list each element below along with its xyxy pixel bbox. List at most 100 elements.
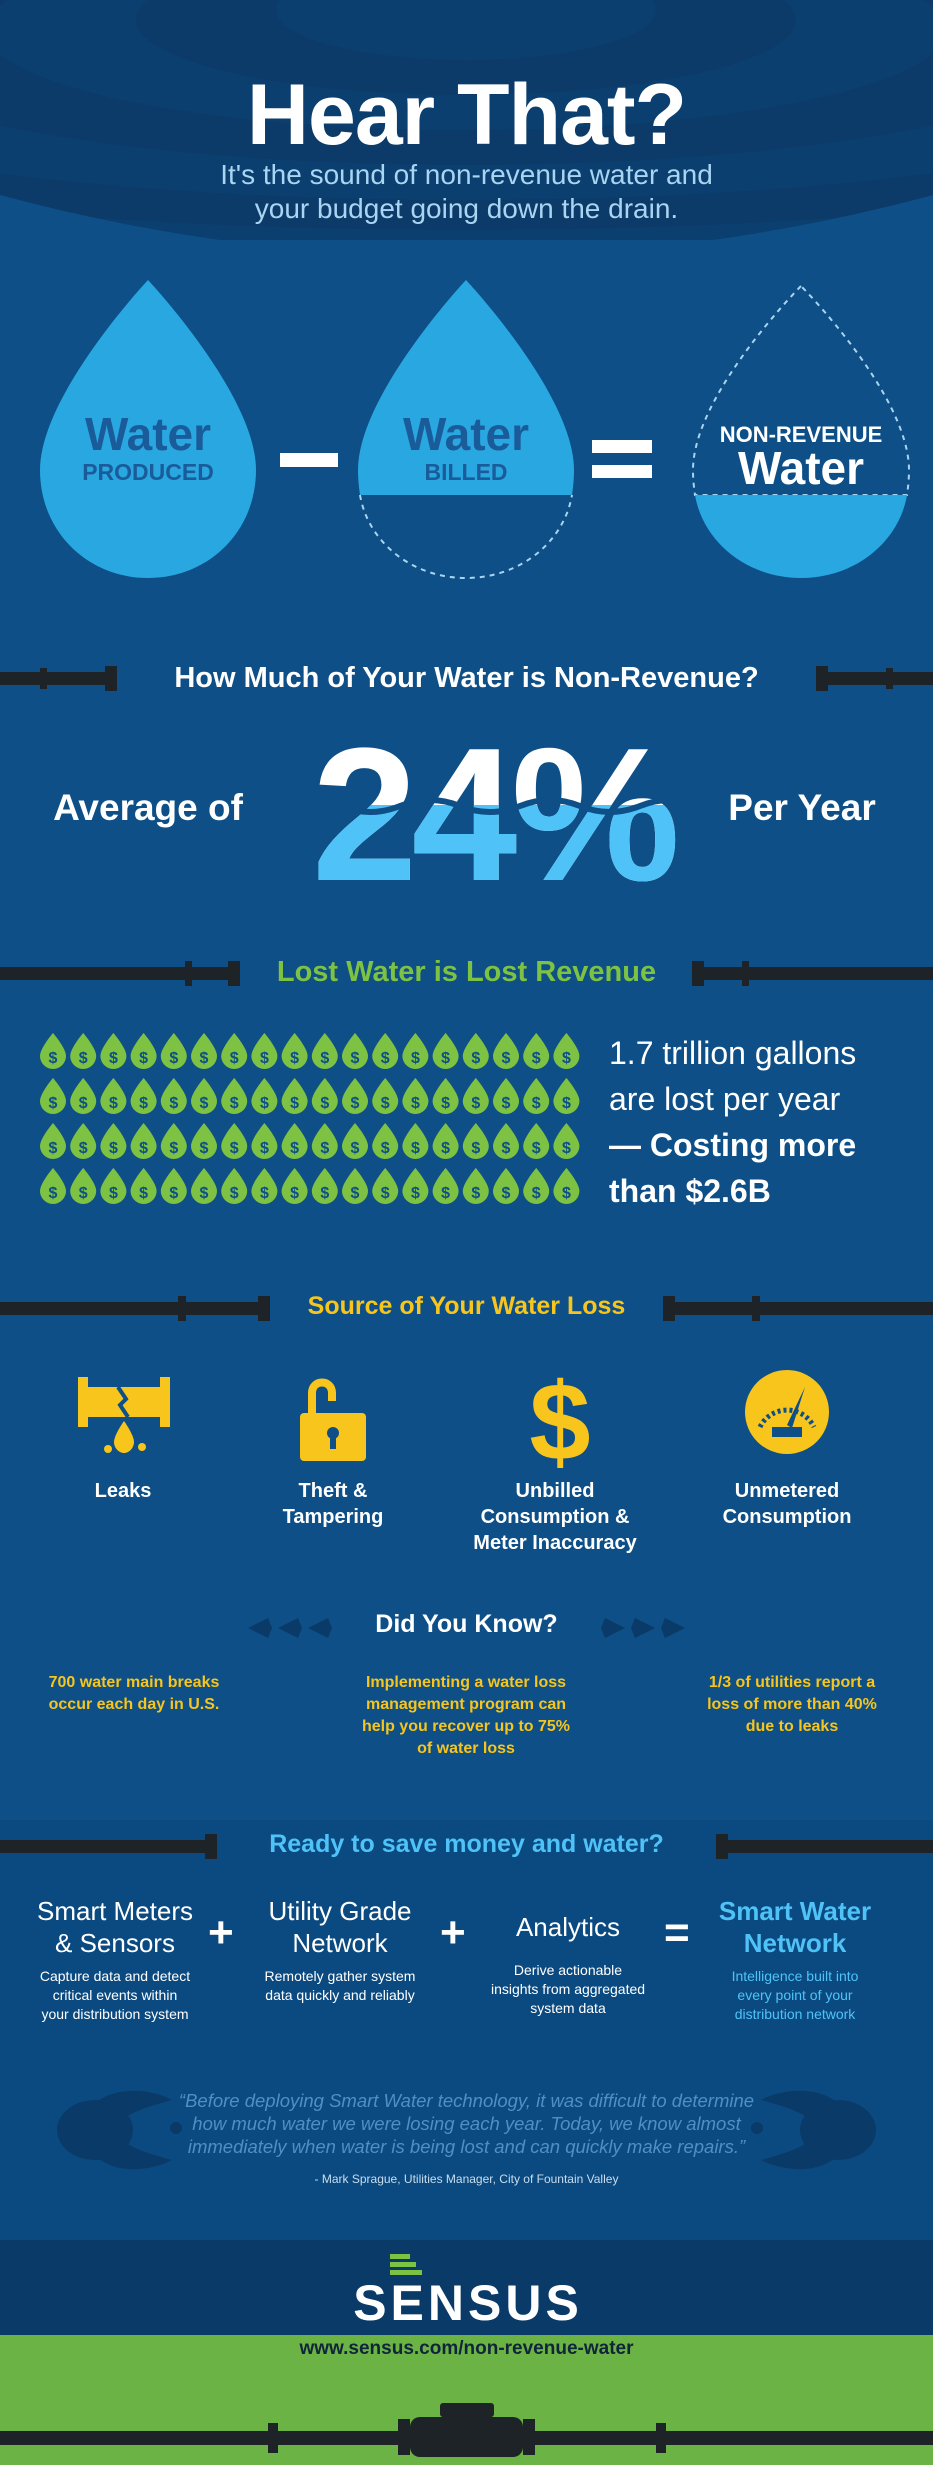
dollar-drop-icon: $ [402,1033,429,1069]
water-produced-drop [40,280,256,578]
dollar-drop-icon: $ [493,1123,519,1159]
source-item-unmetered: Unmetered Consumption [692,1478,882,1530]
quote-line: “Before deploying Smart Water technology… [178,2090,755,2111]
svg-text:$: $ [471,1095,480,1112]
ready-result-desc: Intelligence built into [731,1968,859,1984]
water-meter-head [440,2403,494,2417]
equals-sign: = [664,1908,690,1957]
fact-item: Implementing a water loss management pro… [346,1672,586,1760]
dollar-drop-icon: $ [372,1078,399,1114]
nonrevenue-drop-fill [695,495,907,578]
dollar-drop-icon: $ [281,1168,308,1204]
percent-water-fill: 24% [312,720,675,900]
dollar-drop-icon: $ [130,1078,157,1114]
plus-sign: + [208,1908,234,1957]
svg-text:$: $ [109,1140,118,1157]
fact-item: 700 water main breaks occur each day in … [14,1672,254,1716]
svg-text:$: $ [562,1050,571,1067]
stat-line: than $2.6B [609,1173,771,1209]
svg-text:$: $ [290,1185,299,1202]
svg-text:$: $ [230,1095,239,1112]
dollar-drop-icon: $ [221,1123,248,1159]
ready-result-desc: every point of your [737,1987,853,2003]
quote-attribution: - Mark Sprague, Utilities Manager, City … [314,2172,619,2186]
dollar-drop-icon: $ [493,1078,519,1114]
dollar-drop-icon: $ [100,1033,127,1069]
dollar-drop-icon: $ [70,1078,97,1114]
dollar-drop-icon: $ [402,1168,429,1204]
dollar-drop-icon: $ [191,1033,217,1069]
source-label-line: Consumption & [480,1506,630,1528]
dollar-drop-icon: $ [221,1078,248,1114]
svg-text:$: $ [562,1095,571,1112]
lost-water-heading: Lost Water is Lost Revenue [276,956,657,988]
average-prefix: Average of [53,787,244,828]
svg-text:$: $ [169,1185,178,1202]
dollar-drop-icon: $ [432,1168,459,1204]
fact-line: 700 water main breaks [48,1674,220,1691]
dollar-drop-icon: $ [311,1123,338,1159]
ready-item-desc: Derive actionable [513,1962,623,1978]
average-percent-graphic: Average of 24% 24% Per Year [53,720,876,900]
svg-text:$: $ [260,1185,269,1202]
svg-text:$: $ [532,1050,541,1067]
svg-text:$: $ [260,1140,269,1157]
dollar-drop-icon: $ [493,1033,519,1069]
svg-text:$: $ [381,1140,390,1157]
svg-text:$: $ [290,1140,299,1157]
ready-item-desc: Capture data and detect [39,1968,191,1984]
svg-text:$: $ [441,1095,450,1112]
ready-result: Smart Water Network Intelligence built i… [695,1895,895,2024]
dollar-drop-icon: $ [553,1033,580,1069]
svg-text:$: $ [411,1140,420,1157]
dollar-drop-icon: $ [130,1168,157,1204]
svg-text:$: $ [502,1140,511,1157]
page-title: Hear That? [246,67,687,163]
dollar-drop-icon: $ [553,1168,580,1204]
svg-text:$: $ [351,1185,360,1202]
svg-text:$: $ [320,1185,329,1202]
open-padlock-icon [300,1378,366,1461]
fact-line: management program can [365,1696,567,1713]
fact-line: of water loss [417,1740,515,1757]
dollar-drop-icon: $ [40,1168,66,1204]
dollar-drop-icon: $ [523,1078,550,1114]
dollar-drop-icon: $ [462,1033,489,1069]
svg-text:$: $ [260,1050,269,1067]
dollar-drop-icon: $ [553,1123,580,1159]
dollar-drop-icon: $ [130,1123,157,1159]
svg-text:$: $ [49,1185,58,1202]
svg-text:$: $ [411,1050,420,1067]
leak-pipe-icon [78,1377,170,1453]
dollar-drop-icon: $ [462,1123,489,1159]
svg-text:$: $ [139,1095,148,1112]
logo-wordmark: SENSUS [353,2275,583,2331]
source-label-line: Tampering [282,1506,384,1528]
svg-text:$: $ [139,1050,148,1067]
plus-sign: + [440,1908,466,1957]
svg-text:$: $ [381,1095,390,1112]
svg-text:$: $ [200,1095,209,1112]
svg-text:$: $ [139,1185,148,1202]
drop2-small-text: BILLED [424,459,507,485]
ready-result-title: Network [743,1928,847,1958]
svg-text:$: $ [441,1185,450,1202]
svg-text:$: $ [502,1050,511,1067]
ready-item-desc: data quickly and reliably [265,1987,415,2003]
svg-text:$: $ [49,1140,58,1157]
meter-gauge-icon [745,1370,829,1454]
testimonial-quote: “Before deploying Smart Water technology… [140,2089,793,2158]
footer-url-link[interactable]: www.sensus.com/non-revenue-water [299,2338,634,2359]
svg-text:$: $ [441,1050,450,1067]
svg-text:$: $ [471,1185,480,1202]
svg-text:$: $ [79,1095,88,1112]
drop1-small-text: PRODUCED [82,459,214,485]
ready-item-title: Analytics [515,1912,621,1942]
ready-item-title: Smart Meters [36,1896,194,1926]
svg-text:$: $ [200,1140,209,1157]
dollar-drop-icon: $ [342,1123,368,1159]
fact-line: 1/3 of utilities report a [708,1674,876,1691]
ready-item-title: Utility Grade [268,1896,412,1926]
subtitle-line: your budget going down the drain. [254,193,679,224]
